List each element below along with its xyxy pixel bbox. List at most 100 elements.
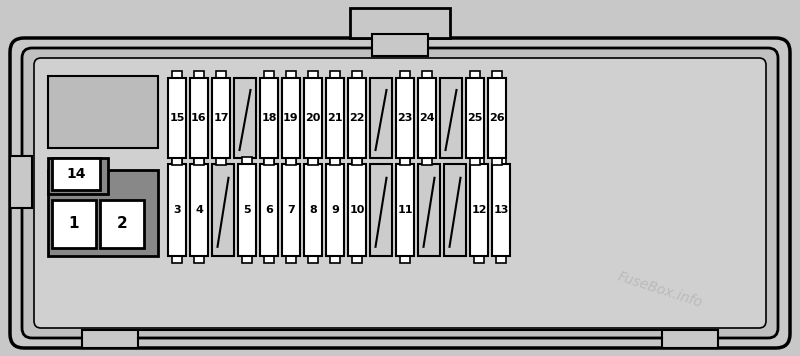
- Bar: [48, 158, 108, 194]
- Bar: [286, 71, 296, 78]
- Bar: [168, 78, 186, 158]
- Bar: [52, 200, 96, 248]
- Bar: [194, 71, 204, 78]
- Bar: [216, 71, 226, 78]
- FancyBboxPatch shape: [10, 38, 790, 348]
- Bar: [52, 158, 100, 190]
- Bar: [370, 78, 392, 158]
- Bar: [372, 34, 428, 56]
- Bar: [352, 157, 362, 164]
- Text: 22: 22: [350, 113, 365, 123]
- Bar: [48, 170, 158, 256]
- Bar: [400, 157, 410, 164]
- Bar: [286, 158, 296, 165]
- Bar: [304, 164, 322, 256]
- Bar: [396, 164, 414, 256]
- Bar: [172, 158, 182, 165]
- Bar: [308, 157, 318, 164]
- Bar: [492, 158, 502, 165]
- Bar: [326, 164, 344, 256]
- Bar: [418, 164, 440, 256]
- Bar: [216, 158, 226, 165]
- Bar: [418, 78, 436, 158]
- Bar: [282, 78, 300, 158]
- Bar: [400, 158, 410, 165]
- Text: 25: 25: [467, 113, 482, 123]
- Bar: [260, 164, 278, 256]
- Bar: [264, 157, 274, 164]
- Bar: [242, 256, 252, 263]
- Bar: [82, 330, 138, 348]
- Bar: [264, 71, 274, 78]
- Bar: [190, 78, 208, 158]
- Bar: [470, 71, 480, 78]
- Text: 13: 13: [494, 205, 509, 215]
- Text: 11: 11: [398, 205, 413, 215]
- Bar: [260, 78, 278, 158]
- Text: 21: 21: [327, 113, 342, 123]
- Text: 9: 9: [331, 205, 339, 215]
- Text: 18: 18: [262, 113, 277, 123]
- Bar: [662, 330, 718, 348]
- Bar: [172, 256, 182, 263]
- Bar: [330, 71, 340, 78]
- Bar: [422, 158, 432, 165]
- Text: 14: 14: [66, 167, 86, 181]
- Bar: [348, 164, 366, 256]
- Text: 24: 24: [419, 113, 435, 123]
- Bar: [212, 78, 230, 158]
- Text: 23: 23: [398, 113, 413, 123]
- Bar: [466, 78, 484, 158]
- Text: 10: 10: [350, 205, 365, 215]
- Bar: [194, 158, 204, 165]
- Bar: [470, 158, 480, 165]
- Text: 15: 15: [170, 113, 185, 123]
- Bar: [264, 158, 274, 165]
- Bar: [10, 156, 32, 208]
- Bar: [100, 200, 144, 248]
- Bar: [352, 256, 362, 263]
- Bar: [194, 157, 204, 164]
- Text: 5: 5: [243, 205, 251, 215]
- Bar: [330, 158, 340, 165]
- Bar: [264, 256, 274, 263]
- Bar: [474, 157, 484, 164]
- Text: 6: 6: [265, 205, 273, 215]
- Text: 8: 8: [309, 205, 317, 215]
- Bar: [48, 76, 158, 148]
- Bar: [400, 71, 410, 78]
- Bar: [492, 71, 502, 78]
- Text: 17: 17: [214, 113, 229, 123]
- Text: 4: 4: [195, 205, 203, 215]
- Bar: [496, 157, 506, 164]
- Bar: [238, 164, 256, 256]
- Bar: [396, 78, 414, 158]
- FancyBboxPatch shape: [22, 48, 778, 338]
- Bar: [444, 164, 466, 256]
- Text: FuseBox.info: FuseBox.info: [616, 269, 704, 310]
- Bar: [234, 78, 256, 158]
- Bar: [190, 164, 208, 256]
- Bar: [370, 164, 392, 256]
- Bar: [352, 71, 362, 78]
- Bar: [282, 164, 300, 256]
- Bar: [492, 164, 510, 256]
- Text: 2: 2: [117, 216, 127, 231]
- Bar: [474, 256, 484, 263]
- Bar: [348, 78, 366, 158]
- Bar: [212, 164, 234, 256]
- Bar: [330, 256, 340, 263]
- FancyBboxPatch shape: [34, 58, 766, 328]
- Bar: [440, 78, 462, 158]
- Bar: [496, 256, 506, 263]
- Bar: [488, 78, 506, 158]
- Bar: [308, 158, 318, 165]
- Text: 26: 26: [489, 113, 505, 123]
- Text: 7: 7: [287, 205, 295, 215]
- Bar: [172, 71, 182, 78]
- Bar: [326, 78, 344, 158]
- Text: 12: 12: [471, 205, 486, 215]
- Text: 19: 19: [283, 113, 299, 123]
- Bar: [286, 256, 296, 263]
- Bar: [168, 164, 186, 256]
